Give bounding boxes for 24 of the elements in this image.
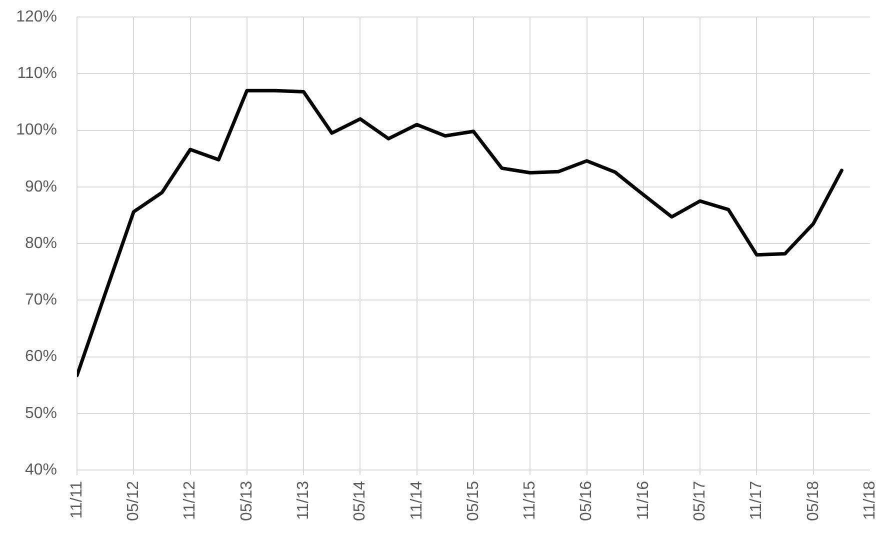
x-tick-label: 05/16 xyxy=(578,480,596,522)
x-tick-label: 11/14 xyxy=(408,480,426,520)
y-tick-label: 120% xyxy=(16,8,57,26)
x-tick-label: 05/17 xyxy=(691,480,708,522)
x-tick-label: 05/13 xyxy=(238,480,256,522)
x-tick-label: 05/15 xyxy=(464,480,482,522)
x-tick-label: 05/12 xyxy=(125,480,142,522)
y-tick-label: 110% xyxy=(17,65,57,82)
x-tick-label: 05/14 xyxy=(352,480,369,522)
y-tick-label: 70% xyxy=(24,292,57,309)
x-tick-label: 11/17 xyxy=(748,480,766,520)
x-tick-label: 05/18 xyxy=(804,480,822,522)
y-tick-label: 100% xyxy=(16,122,57,139)
x-tick-label: 11/16 xyxy=(634,480,652,520)
y-tick-label: 80% xyxy=(24,234,57,252)
y-tick-label: 50% xyxy=(24,404,57,422)
y-tick-label: 60% xyxy=(24,348,57,366)
x-tick-label: 11/12 xyxy=(182,480,199,520)
y-tick-label: 90% xyxy=(24,178,57,196)
x-tick-label: 11/18 xyxy=(861,480,878,520)
y-tick-label: 40% xyxy=(24,461,57,478)
x-tick-label: 11/11 xyxy=(68,480,86,519)
x-tick-label: 11/15 xyxy=(522,480,539,520)
x-tick-label: 11/13 xyxy=(294,480,312,520)
